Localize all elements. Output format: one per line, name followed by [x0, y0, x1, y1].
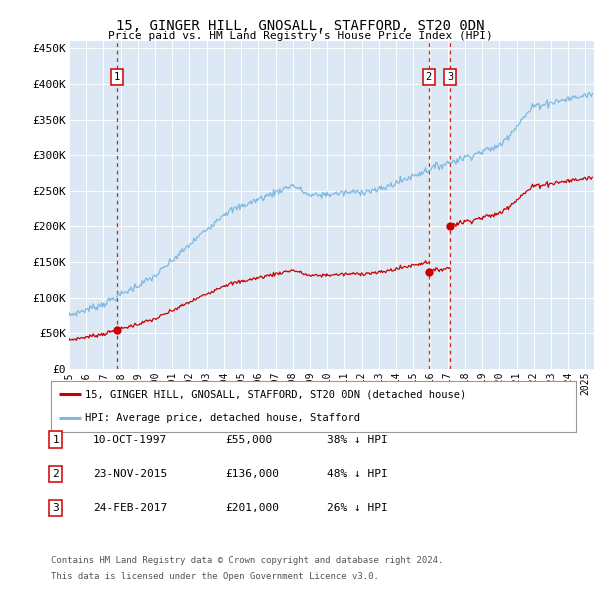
Text: 3: 3: [447, 72, 454, 82]
Text: 24-FEB-2017: 24-FEB-2017: [93, 503, 167, 513]
Text: 1: 1: [52, 435, 59, 444]
Text: This data is licensed under the Open Government Licence v3.0.: This data is licensed under the Open Gov…: [51, 572, 379, 581]
Text: Contains HM Land Registry data © Crown copyright and database right 2024.: Contains HM Land Registry data © Crown c…: [51, 556, 443, 565]
Text: Price paid vs. HM Land Registry's House Price Index (HPI): Price paid vs. HM Land Registry's House …: [107, 31, 493, 41]
Text: 15, GINGER HILL, GNOSALL, STAFFORD, ST20 0DN: 15, GINGER HILL, GNOSALL, STAFFORD, ST20…: [116, 19, 484, 33]
Text: £201,000: £201,000: [225, 503, 279, 513]
Text: 48% ↓ HPI: 48% ↓ HPI: [327, 469, 388, 478]
Text: 1: 1: [114, 72, 120, 82]
Text: 10-OCT-1997: 10-OCT-1997: [93, 435, 167, 444]
Text: 23-NOV-2015: 23-NOV-2015: [93, 469, 167, 478]
Text: 3: 3: [52, 503, 59, 513]
Text: 2: 2: [52, 469, 59, 478]
Text: 38% ↓ HPI: 38% ↓ HPI: [327, 435, 388, 444]
Text: 26% ↓ HPI: 26% ↓ HPI: [327, 503, 388, 513]
Text: HPI: Average price, detached house, Stafford: HPI: Average price, detached house, Staf…: [85, 413, 360, 423]
Text: 2: 2: [425, 72, 432, 82]
Text: 15, GINGER HILL, GNOSALL, STAFFORD, ST20 0DN (detached house): 15, GINGER HILL, GNOSALL, STAFFORD, ST20…: [85, 389, 466, 399]
Text: £55,000: £55,000: [225, 435, 272, 444]
Text: £136,000: £136,000: [225, 469, 279, 478]
